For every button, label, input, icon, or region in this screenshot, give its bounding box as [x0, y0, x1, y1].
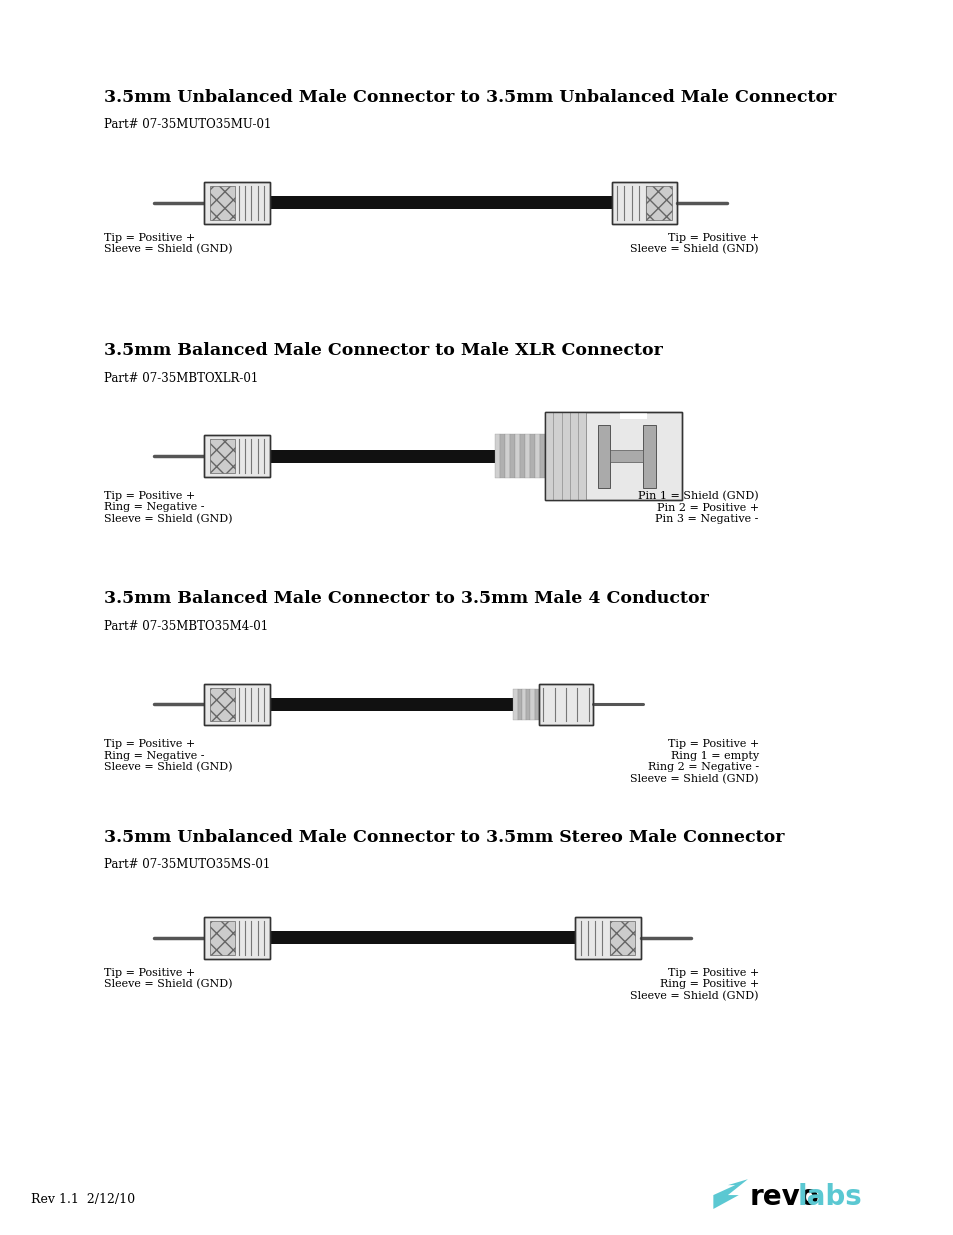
Bar — [204, 182, 270, 224]
Text: Tip = Positive +
Sleeve = Shield (GND): Tip = Positive + Sleeve = Shield (GND) — [104, 232, 233, 254]
Bar — [575, 916, 640, 958]
Bar — [495, 433, 499, 478]
Bar — [544, 412, 680, 500]
Bar — [538, 683, 593, 725]
Bar — [597, 425, 609, 488]
Text: 3.5mm Balanced Male Connector to Male XLR Connector: 3.5mm Balanced Male Connector to Male XL… — [104, 342, 662, 359]
Bar — [611, 182, 677, 224]
Bar — [544, 412, 585, 500]
Text: Part# 07-35MUTO35MU-01: Part# 07-35MUTO35MU-01 — [104, 119, 272, 131]
Bar — [270, 931, 575, 945]
Bar — [611, 182, 677, 224]
Text: Part# 07-35MUTO35MS-01: Part# 07-35MUTO35MS-01 — [104, 858, 270, 872]
Bar — [210, 440, 234, 473]
Bar — [270, 196, 611, 209]
Text: Rev 1.1  2/12/10: Rev 1.1 2/12/10 — [31, 1193, 135, 1207]
Bar — [270, 698, 513, 711]
Bar — [204, 435, 270, 477]
Text: revo: revo — [749, 1183, 819, 1212]
Bar — [530, 433, 535, 478]
Bar — [642, 425, 655, 488]
Bar — [210, 186, 234, 220]
Bar — [609, 921, 635, 955]
Bar — [517, 689, 521, 720]
Bar — [530, 689, 534, 720]
Text: 3.5mm Unbalanced Male Connector to 3.5mm Unbalanced Male Connector: 3.5mm Unbalanced Male Connector to 3.5mm… — [104, 89, 836, 106]
Bar — [204, 435, 270, 477]
Bar — [575, 916, 640, 958]
Polygon shape — [713, 1179, 747, 1209]
Bar — [544, 412, 680, 500]
Bar — [515, 433, 519, 478]
Bar — [645, 186, 671, 220]
Bar — [499, 433, 505, 478]
Bar — [524, 433, 530, 478]
Bar — [519, 433, 524, 478]
Bar — [609, 450, 642, 462]
Bar — [521, 689, 525, 720]
Text: Part# 07-35MBTOXLR-01: Part# 07-35MBTOXLR-01 — [104, 372, 258, 384]
Text: 3.5mm Unbalanced Male Connector to 3.5mm Stereo Male Connector: 3.5mm Unbalanced Male Connector to 3.5mm… — [104, 829, 784, 846]
Bar — [534, 689, 538, 720]
Bar — [513, 689, 517, 720]
Bar — [505, 433, 510, 478]
Text: 3.5mm Balanced Male Connector to 3.5mm Male 4 Conductor: 3.5mm Balanced Male Connector to 3.5mm M… — [104, 590, 708, 608]
Bar — [270, 450, 495, 463]
Text: Tip = Positive +
Ring = Negative -
Sleeve = Shield (GND): Tip = Positive + Ring = Negative - Sleev… — [104, 490, 233, 525]
Bar — [539, 433, 544, 478]
Bar — [525, 689, 530, 720]
Bar — [510, 433, 515, 478]
Bar — [619, 412, 646, 420]
Bar — [535, 433, 539, 478]
Text: Tip = Positive +
Sleeve = Shield (GND): Tip = Positive + Sleeve = Shield (GND) — [104, 967, 233, 989]
Bar — [538, 683, 593, 725]
Bar — [204, 683, 270, 725]
Bar — [210, 688, 234, 721]
Text: labs: labs — [797, 1183, 862, 1212]
Text: Tip = Positive +
  Ring 1 = empty
Ring 2 = Negative -
Sleeve = Shield (GND): Tip = Positive + Ring 1 = empty Ring 2 =… — [630, 740, 758, 784]
Text: Pin 1 = Shield (GND)
  Pin 2 = Positive +
  Pin 3 = Negative -: Pin 1 = Shield (GND) Pin 2 = Positive + … — [638, 490, 758, 525]
Bar — [204, 916, 270, 958]
Text: Tip = Positive +
  Ring = Positive +
Sleeve = Shield (GND): Tip = Positive + Ring = Positive + Sleev… — [630, 967, 758, 1002]
Text: Tip = Positive +
Ring = Negative -
Sleeve = Shield (GND): Tip = Positive + Ring = Negative - Sleev… — [104, 740, 233, 773]
Text: Tip = Positive +
Sleeve = Shield (GND): Tip = Positive + Sleeve = Shield (GND) — [630, 232, 758, 254]
Bar — [210, 921, 234, 955]
Bar — [204, 683, 270, 725]
Text: Part# 07-35MBTO35M4-01: Part# 07-35MBTO35M4-01 — [104, 620, 268, 634]
Bar — [204, 916, 270, 958]
Bar — [204, 182, 270, 224]
